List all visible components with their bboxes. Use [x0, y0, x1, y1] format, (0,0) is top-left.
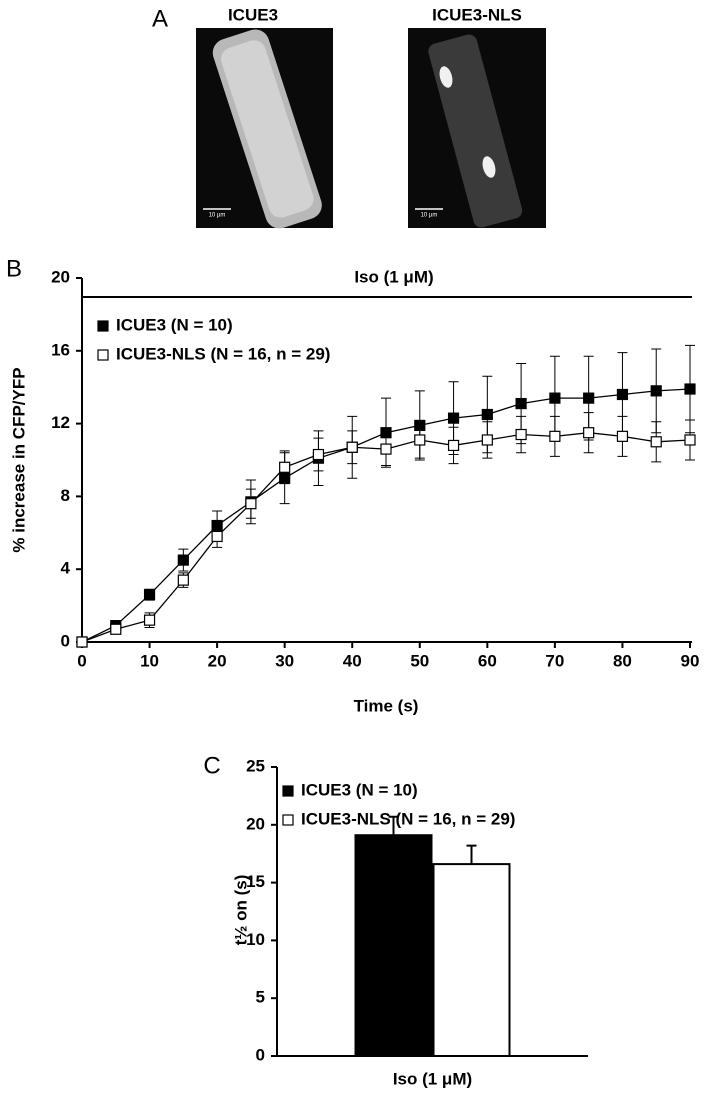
- marker: [177, 554, 189, 566]
- marker: [76, 636, 88, 648]
- cell: [212, 29, 322, 229]
- annotation: Iso (1 μM): [354, 267, 433, 286]
- scale-bar-label: 10 µm: [209, 213, 226, 219]
- bar: [432, 863, 511, 1057]
- legend-label: ICUE3-NLS (N = 16, n = 29): [116, 344, 330, 363]
- y-tick-label: 4: [61, 559, 71, 578]
- marker: [110, 623, 122, 635]
- error-bar: [388, 815, 399, 836]
- x-tick-label: 20: [208, 651, 227, 670]
- marker: [616, 430, 629, 442]
- legend-label: ICUE3-NLS (N = 16, n = 29): [301, 809, 515, 828]
- marker: [447, 439, 460, 452]
- x-tick-label: 90: [681, 651, 700, 670]
- marker: [650, 436, 662, 448]
- image-title: ICUE3: [228, 5, 278, 24]
- panel-label: C: [203, 752, 220, 779]
- marker: [684, 434, 696, 446]
- y-axis-label: % increase in CFP/YFP: [9, 367, 28, 552]
- marker: [481, 434, 493, 446]
- x-tick-label: 50: [410, 651, 429, 670]
- marker: [380, 443, 392, 455]
- legend-marker: [282, 785, 294, 797]
- marker: [650, 385, 662, 397]
- legend-marker: [282, 814, 294, 826]
- image-title: ICUE3-NLS: [432, 5, 522, 24]
- x-axis-label: Iso (1 μM): [393, 1069, 472, 1088]
- x-tick-label: 70: [545, 651, 564, 670]
- x-tick-label: 80: [613, 651, 632, 670]
- x-tick-label: 60: [478, 651, 497, 670]
- marker: [177, 574, 189, 586]
- x-tick-label: 40: [343, 651, 362, 670]
- marker: [549, 430, 561, 442]
- bar: [354, 834, 433, 1057]
- marker: [211, 530, 223, 543]
- marker: [447, 412, 460, 424]
- marker: [684, 383, 696, 395]
- marker: [143, 614, 156, 626]
- legend-marker: [97, 349, 109, 361]
- marker: [414, 434, 426, 446]
- marker: [515, 397, 527, 410]
- y-tick-label: 16: [51, 340, 70, 359]
- marker: [279, 461, 291, 473]
- y-tick-label: 25: [246, 756, 265, 775]
- legend-marker: [97, 320, 109, 332]
- y-tick-label: 20: [246, 814, 265, 833]
- marker: [616, 388, 629, 401]
- marker: [549, 392, 561, 404]
- x-tick-label: 30: [275, 651, 294, 670]
- y-tick-label: 10: [246, 930, 265, 949]
- legend-label: ICUE3 (N = 10): [116, 315, 233, 334]
- y-tick-label: 15: [246, 872, 265, 891]
- y-tick-label: 5: [256, 988, 265, 1007]
- marker: [481, 408, 493, 421]
- y-tick-label: 12: [51, 413, 70, 432]
- x-tick-label: 0: [77, 651, 86, 670]
- y-axis-label: t½ on (s): [231, 875, 250, 946]
- x-axis-label: Time (s): [354, 696, 419, 715]
- marker: [583, 392, 595, 404]
- marker: [583, 427, 595, 439]
- scale-bar-label: 10 µm: [421, 213, 438, 219]
- y-tick-label: 0: [61, 631, 70, 650]
- marker: [515, 428, 527, 441]
- marker: [346, 441, 358, 453]
- y-tick-label: 0: [256, 1045, 265, 1064]
- y-tick-label: 20: [51, 267, 70, 286]
- marker: [245, 498, 257, 510]
- marker: [143, 589, 156, 601]
- marker: [312, 448, 325, 461]
- error-bar: [466, 844, 477, 865]
- cell: [428, 34, 523, 228]
- panel-label: B: [6, 255, 22, 282]
- panel-label: A: [152, 5, 168, 32]
- x-tick-label: 10: [140, 651, 159, 670]
- y-tick-label: 8: [61, 486, 70, 505]
- legend-label: ICUE3 (N = 10): [301, 780, 418, 799]
